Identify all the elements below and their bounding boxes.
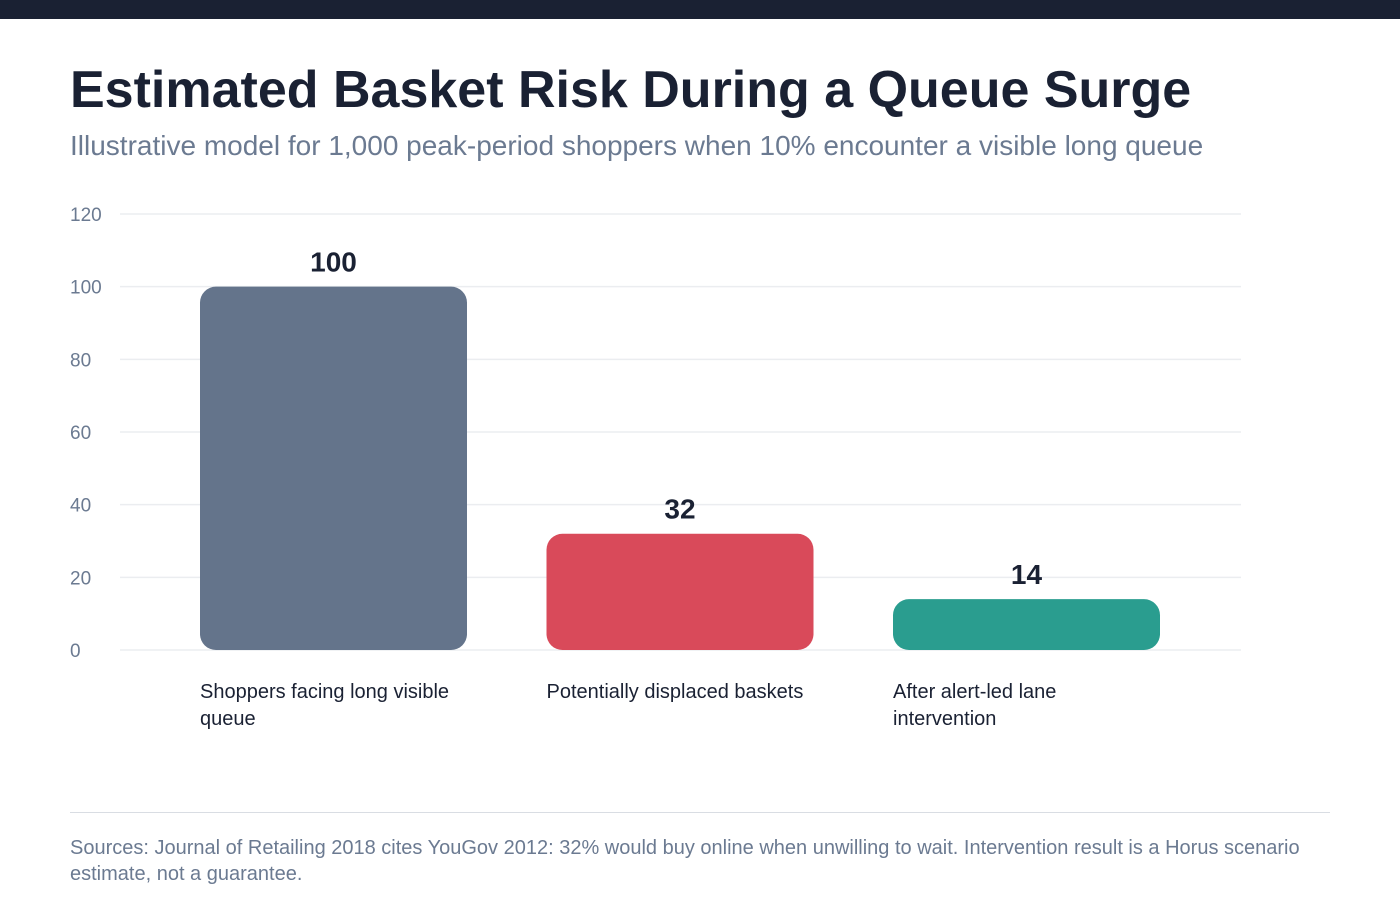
bar	[546, 533, 814, 650]
x-tick-label: Potentially displaced baskets	[547, 681, 804, 703]
footer-divider	[70, 812, 1330, 813]
bar-value-label: 14	[1011, 559, 1043, 590]
y-tick-label: 0	[70, 641, 81, 662]
y-tick-label: 100	[70, 278, 102, 299]
sources-note: Sources: Journal of Retailing 2018 cites…	[70, 837, 1300, 885]
top-accent-bar	[0, 0, 1400, 19]
chart-title: Estimated Basket Risk During a Queue Sur…	[70, 61, 1192, 119]
data-labels: 100 32 14	[310, 247, 1042, 590]
y-tick-label: 40	[70, 496, 91, 517]
y-tick-label: 60	[70, 423, 91, 444]
bar-value-label: 32	[664, 494, 695, 525]
y-tick-label: 80	[70, 350, 91, 371]
bar	[200, 286, 467, 650]
bar-value-label: 100	[310, 247, 357, 278]
bars	[200, 286, 1160, 650]
y-tick-label: 120	[70, 205, 102, 226]
x-tick-label: Shoppers facing long visible queue	[200, 681, 449, 730]
bar-chart: 0 20 40 60 80 100 120 100 32 14 Shoppers facing …	[70, 205, 1241, 730]
y-axis-tick-labels: 0 20 40 60 80 100 120	[70, 205, 102, 662]
y-tick-label: 20	[70, 568, 91, 589]
chart-subtitle: Illustrative model for 1,000 peak-period…	[70, 130, 1204, 161]
x-axis-tick-labels: Shoppers facing long visible queue Potenti…	[200, 681, 1056, 730]
bar	[893, 599, 1160, 650]
x-tick-label: After alert-led lane intervention	[893, 681, 1056, 730]
